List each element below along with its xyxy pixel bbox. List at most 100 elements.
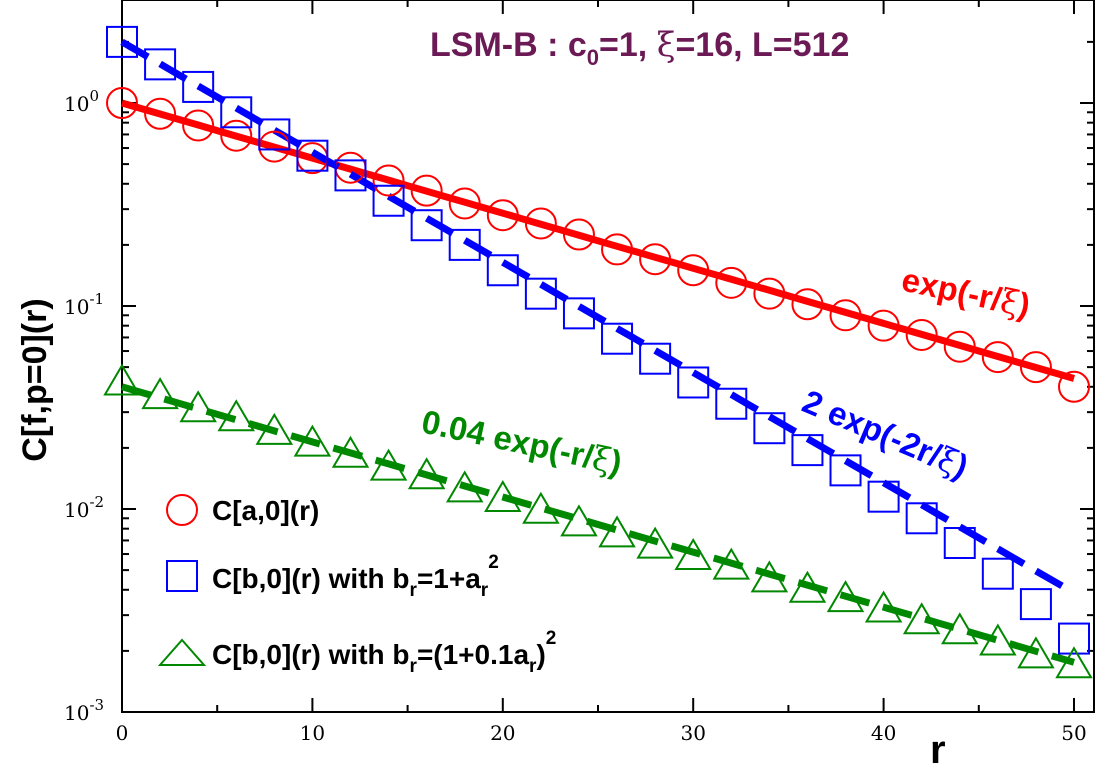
point-square: [943, 527, 976, 560]
annotation-red-fit: exp(-r/ξ): [898, 260, 1033, 325]
point-triangle: [674, 538, 712, 571]
y-tick-label: 10-2: [64, 493, 104, 522]
point-square: [182, 70, 215, 103]
legend-triangle-marker: [157, 638, 207, 666]
point-triangle: [598, 515, 636, 548]
point-triangle: [712, 547, 751, 580]
point-triangle: [750, 560, 789, 593]
y-axis-label: C[f,p=0](r): [16, 298, 54, 461]
point-square: [448, 228, 481, 261]
point-triangle: [293, 424, 332, 457]
point-triangle: [217, 399, 255, 432]
y-tick-label: 10-3: [64, 696, 104, 725]
point-circle: [1058, 370, 1090, 403]
point-triangle: [979, 623, 1017, 656]
plot-frame: [121, 0, 1095, 713]
point-square: [524, 277, 557, 310]
point-triangle: [103, 363, 141, 396]
fit-line-2: [121, 383, 1075, 666]
point-circle: [524, 207, 557, 240]
point-triangle: [179, 390, 217, 423]
point-triangle: [445, 470, 484, 503]
x-axis-label: r: [930, 728, 946, 763]
legend-label-b1: C[b,0](r) with br=1+ar2: [212, 552, 499, 601]
point-circle: [829, 299, 862, 332]
x-tick-label: 50: [1061, 721, 1086, 745]
data-markers: [103, 25, 1093, 679]
point-circle: [943, 330, 976, 363]
point-circle: [791, 288, 824, 321]
chart-title: LSM-B : c0=1, ξ=16, L=512: [430, 25, 849, 70]
point-triangle: [407, 457, 446, 490]
annotation-blue-fit: 2 exp(-2r/ξ): [797, 381, 974, 486]
point-circle: [220, 119, 253, 152]
y-tick-label: 100: [64, 87, 99, 116]
point-circle: [182, 109, 215, 142]
point-square: [791, 434, 824, 467]
point-square: [905, 502, 938, 535]
point-triangle: [788, 570, 827, 603]
point-circle: [905, 318, 938, 351]
point-square: [715, 387, 748, 420]
legend-circle-marker: [166, 494, 198, 526]
point-square: [1019, 588, 1052, 621]
point-circle: [677, 254, 710, 287]
point-triangle: [826, 580, 865, 613]
legend: C[a,0](r) C[b,0](r) with br=1+ar2 C[b,0]…: [157, 494, 556, 677]
axis-ticks: 0 10 20 30 40 50 10-3 10-2 10-1 100: [64, 0, 1094, 745]
point-square: [601, 322, 634, 355]
x-tick-label: 30: [680, 721, 705, 745]
point-circle: [448, 187, 481, 220]
point-triangle: [522, 491, 560, 524]
point-square: [1058, 622, 1090, 655]
point-square: [220, 96, 253, 129]
point-triangle: [484, 480, 522, 513]
x-tick-label: 20: [490, 721, 515, 745]
point-triangle: [255, 412, 294, 445]
point-square: [334, 159, 367, 192]
point-triangle: [1055, 646, 1093, 679]
legend-square-marker: [166, 560, 198, 592]
point-circle: [410, 174, 443, 207]
point-square: [296, 139, 329, 172]
point-circle: [715, 266, 748, 299]
point-circle: [106, 87, 138, 119]
point-circle: [562, 218, 595, 251]
x-tick-label: 0: [116, 721, 129, 745]
point-square: [867, 480, 900, 513]
point-triangle: [864, 590, 903, 623]
point-circle: [867, 309, 900, 342]
point-square: [144, 48, 177, 81]
y-tick-label: 10-1: [64, 290, 104, 319]
point-square: [562, 297, 595, 330]
legend-label-b2: C[b,0](r) with br=(1+0.1ar)2: [212, 628, 556, 677]
x-tick-label: 10: [300, 721, 325, 745]
point-triangle: [560, 504, 598, 537]
point-square: [106, 25, 138, 58]
point-triangle: [141, 377, 179, 410]
point-circle: [144, 97, 177, 130]
point-square: [981, 557, 1014, 590]
point-square: [486, 254, 519, 287]
point-triangle: [331, 435, 370, 468]
point-circle: [639, 243, 672, 276]
point-square: [829, 454, 862, 487]
annotation-green-fit: 0.04 exp(-r/ξ): [418, 402, 625, 482]
point-circle: [486, 199, 519, 232]
point-square: [258, 118, 291, 151]
point-circle: [981, 341, 1014, 374]
point-triangle: [941, 612, 979, 645]
point-triangle: [636, 526, 674, 559]
point-triangle: [1017, 636, 1055, 669]
point-circle: [372, 164, 405, 197]
point-square: [677, 366, 710, 399]
point-square: [410, 209, 443, 242]
point-square: [372, 184, 405, 217]
point-triangle: [369, 448, 408, 481]
point-square: [753, 412, 786, 445]
fit-line-0: [121, 99, 1075, 382]
point-triangle: [902, 602, 941, 635]
x-tick-label: 40: [871, 721, 896, 745]
legend-label-a: C[a,0](r): [212, 495, 319, 526]
